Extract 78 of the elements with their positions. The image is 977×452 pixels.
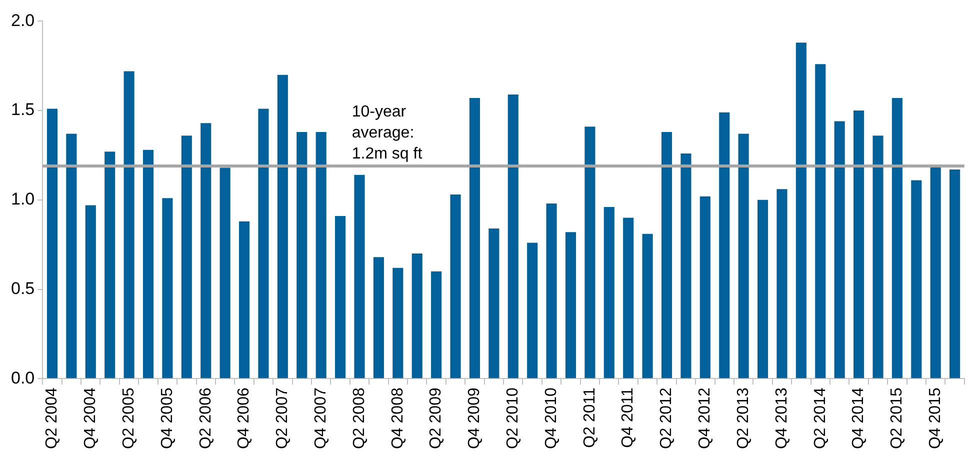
bar — [392, 268, 404, 378]
x-tick-label: Q2 2009 — [428, 388, 445, 450]
bar — [181, 136, 192, 378]
x-tick-label: Q4 2006 — [236, 388, 253, 450]
bar — [277, 74, 288, 378]
bar — [124, 71, 134, 378]
bar — [546, 203, 557, 378]
ref-line-label: 10-year average: 1.2m sq ft — [352, 103, 423, 162]
x-tick-label: Q2 2004 — [44, 388, 61, 450]
x-tick-label: Q4 2007 — [312, 388, 330, 450]
x-tick-label: Q4 2014 — [850, 388, 868, 450]
bar — [757, 200, 768, 378]
bar — [85, 205, 96, 378]
bar — [680, 153, 692, 378]
x-tick-label: Q2 2006 — [197, 388, 214, 450]
bar — [508, 94, 518, 378]
bar — [373, 257, 384, 378]
x-tick-label: Q4 2013 — [773, 388, 790, 450]
bar — [200, 123, 212, 378]
bar — [238, 221, 250, 378]
bar — [815, 64, 826, 378]
bar — [469, 98, 480, 378]
bar — [431, 271, 442, 378]
x-tick-label: Q4 2008 — [389, 388, 406, 450]
x-tick-label: Q4 2012 — [696, 388, 714, 450]
bar — [488, 228, 500, 378]
x-tick-label: Q4 2015 — [927, 388, 944, 450]
x-tick-label: Q2 2008 — [350, 388, 368, 450]
x-tick-label: Q2 2014 — [812, 388, 829, 450]
bar — [66, 134, 77, 378]
bar — [335, 216, 346, 378]
bar — [354, 174, 365, 378]
bar — [796, 42, 806, 378]
y-tick-label: 0.0 — [10, 368, 35, 388]
y-tick-label: 2.0 — [10, 10, 35, 30]
bar — [296, 132, 308, 378]
y-tick-label: 1.0 — [10, 190, 35, 209]
bar — [162, 198, 173, 378]
bar — [46, 108, 58, 378]
bar — [892, 98, 902, 378]
x-tick-label: Q4 2011 — [620, 388, 637, 448]
x-tick-label: Q2 2007 — [274, 388, 292, 450]
x-tick-label: Q2 2010 — [504, 388, 522, 450]
bar — [220, 168, 230, 378]
bar — [911, 180, 922, 378]
bar — [872, 136, 884, 378]
x-tick-label: Q4 2004 — [82, 388, 100, 450]
bar — [661, 132, 672, 378]
bar — [700, 196, 710, 378]
x-tick-label: Q2 2005 — [120, 388, 138, 450]
bar — [450, 194, 461, 378]
x-tick-label: Q2 2013 — [734, 388, 752, 450]
bar — [584, 126, 596, 378]
x-tick-label: Q2 2015 — [888, 388, 906, 450]
bar — [316, 132, 326, 378]
bar — [527, 242, 538, 378]
bar — [776, 189, 788, 378]
bar — [854, 110, 864, 378]
bar — [834, 121, 845, 378]
bar — [930, 166, 941, 378]
bar — [104, 152, 116, 378]
bar — [623, 218, 634, 378]
bar — [412, 254, 422, 378]
bar — [642, 234, 653, 378]
bar — [142, 150, 154, 378]
x-tick-label: Q4 2009 — [466, 388, 484, 450]
y-tick-label: 1.5 — [10, 100, 35, 120]
bar — [604, 207, 614, 378]
y-tick-label: 0.5 — [10, 278, 35, 298]
x-tick-label: Q2 2012 — [658, 388, 676, 450]
bar — [258, 108, 269, 378]
x-tick-label: Q4 2010 — [542, 388, 560, 450]
bar — [738, 134, 749, 378]
x-tick-label: Q2 2011 — [581, 388, 598, 448]
bar — [950, 170, 960, 378]
bar — [719, 112, 730, 378]
bar — [565, 232, 576, 378]
x-tick-label: Q4 2005 — [158, 388, 176, 450]
